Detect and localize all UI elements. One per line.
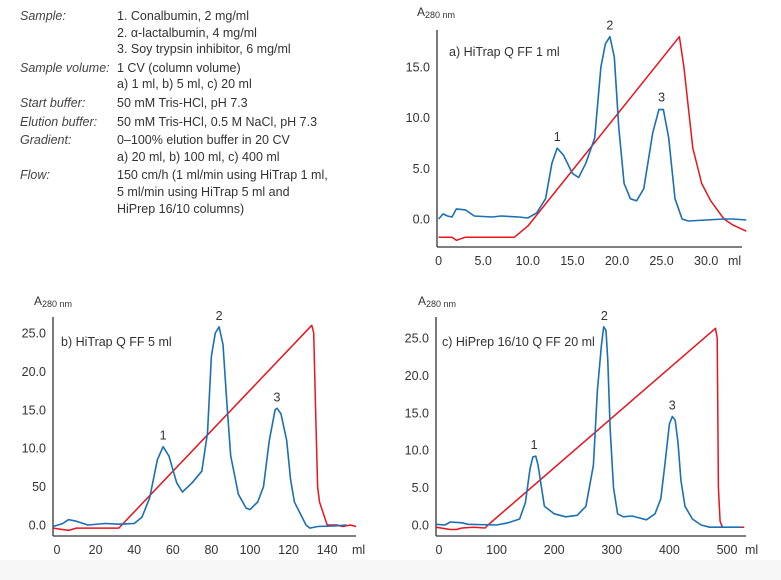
condition-row: Elution buffer: 50 mM Tris-HCl, 0.5 M NaC… <box>20 114 328 131</box>
condition-value: 0–100% elution buffer in 20 CV a) 20 ml,… <box>117 133 290 164</box>
peak-label: 2 <box>601 309 608 323</box>
x-tick-label: 60 <box>166 543 180 557</box>
condition-row: Gradient: 0–100% elution buffer in 20 CV … <box>20 132 328 165</box>
condition-value: 50 mM Tris-HCl, 0.5 M NaCl, pH 7.3 <box>117 114 318 129</box>
y-axis-label: A280 nm <box>417 5 455 20</box>
y-tick-label: 15.0 <box>22 403 46 417</box>
y-tick-label: 10.0 <box>405 444 429 458</box>
condition-label: Elution buffer: <box>20 114 98 129</box>
condition-label: Flow: <box>20 168 50 183</box>
y-axis-label-sub: 280 nm <box>426 299 456 309</box>
gradient-line <box>435 327 745 531</box>
y-tick-label: 25.0 <box>22 327 46 341</box>
x-unit-label: ml <box>728 254 741 268</box>
condition-value: 50 mM Tris-HCl, pH 7.3 <box>117 95 248 110</box>
condition-label: Sample: <box>20 9 66 23</box>
condition-row: Sample volume: 1 CV (column volume) a) 1 … <box>20 60 328 93</box>
x-tick-label: 30.0 <box>694 254 718 268</box>
y-axis-label-sub: 280 nm <box>42 299 72 309</box>
peak-label: 1 <box>554 130 561 144</box>
peak-label: 3 <box>669 399 676 413</box>
y-axis-label-main: A <box>34 294 42 308</box>
condition-row: Flow: 150 cm/h (1 ml/min using HiTrap 1 m… <box>20 167 328 217</box>
x-tick-label: 400 <box>659 543 680 557</box>
absorbance-trace <box>438 35 747 222</box>
y-tick-label: 15.0 <box>406 61 430 75</box>
y-tick-label: 25.0 <box>405 332 429 346</box>
x-tick-label: 100 <box>486 543 507 557</box>
peak-label: 3 <box>658 91 665 105</box>
condition-row: Start buffer: 50 mM Tris-HCl, pH 7.3 <box>20 95 328 112</box>
x-tick-label: 200 <box>544 543 565 557</box>
y-axis-label: A280 nm <box>418 294 456 309</box>
x-unit-label: ml <box>352 543 365 557</box>
chart-b: A280 nm b) HiTrap Q FF 5 ml 0.0 50 10.0 15.0 2… <box>22 294 366 557</box>
peak-label: 2 <box>606 19 613 33</box>
y-tick-label: 0.0 <box>29 519 46 533</box>
x-tick-label: 80 <box>204 543 218 557</box>
peak-label: 1 <box>531 438 538 452</box>
y-tick-label: 10.0 <box>22 442 46 456</box>
y-tick-label: 10.0 <box>406 111 430 125</box>
condition-value: 1 CV (column volume) a) 1 ml, b) 5 ml, c… <box>117 60 252 92</box>
x-tick-label: 20 <box>89 543 103 557</box>
x-tick-label: 500 <box>717 543 738 557</box>
y-axis-label-sub: 280 nm <box>425 10 455 20</box>
peak-label: 3 <box>274 390 281 404</box>
x-tick-label: 40 <box>127 543 141 557</box>
y-tick-label: 15.0 <box>405 406 429 420</box>
bottom-strip <box>0 560 781 580</box>
chart-a: A280 nma) HiTrap Q FF 1 ml0.05.010.015.0… <box>406 5 747 268</box>
gradient-line <box>52 324 357 532</box>
method-conditions: Sample: 1. Conalbumin, 2 mg/ml 2. α-lacta… <box>20 8 328 217</box>
y-tick-label: 5.0 <box>413 162 430 176</box>
y-tick-label: 50 <box>32 480 46 494</box>
condition-value: 150 cm/h (1 ml/min using HiTrap 1 ml, 5 … <box>117 168 328 216</box>
peak-label: 2 <box>216 309 223 323</box>
y-axis-label-main: A <box>417 5 425 19</box>
absorbance-trace <box>52 326 347 529</box>
condition-label: Sample volume: <box>20 60 110 75</box>
chart-c: A280 nm c) HiPrep 16/10 Q FF 20 ml 0.0 5.0 1… <box>405 294 759 557</box>
peak-label: 1 <box>160 429 167 443</box>
x-tick-label: 20.0 <box>605 254 629 268</box>
y-axis-label-main: A <box>418 294 426 308</box>
x-tick-label: 5.0 <box>475 254 492 268</box>
x-tick-label: 300 <box>601 543 622 557</box>
y-tick-label: 0.0 <box>413 213 430 227</box>
x-tick-label: 140 <box>317 543 338 557</box>
chart-title: c) HiPrep 16/10 Q FF 20 ml <box>442 335 595 349</box>
gradient-line <box>438 35 747 242</box>
x-tick-label: 100 <box>240 543 261 557</box>
absorbance-trace <box>436 326 742 528</box>
y-tick-label: 20.0 <box>405 369 429 383</box>
x-unit-label: ml <box>745 543 758 557</box>
y-tick-label: 5.0 <box>412 481 429 495</box>
y-tick-label: 0.0 <box>412 519 429 533</box>
chart-title: b) HiTrap Q FF 5 ml <box>61 335 172 349</box>
y-axis-label: A280 nm <box>34 294 72 309</box>
condition-label: Gradient: <box>20 133 72 148</box>
chart-title: a) HiTrap Q FF 1 ml <box>449 45 560 59</box>
y-tick-label: 20.0 <box>22 365 46 379</box>
x-tick-label: 0 <box>436 543 443 557</box>
x-tick-label: 120 <box>278 543 299 557</box>
condition-label: Start buffer: <box>20 95 86 110</box>
x-tick-label: 10.0 <box>516 254 540 268</box>
x-tick-label: 0 <box>54 543 61 557</box>
x-tick-label: 0 <box>435 254 442 268</box>
condition-value: 1. Conalbumin, 2 mg/ml 2. α-lactalbumin,… <box>117 9 291 57</box>
x-tick-label: 15.0 <box>560 254 584 268</box>
condition-row: Sample: 1. Conalbumin, 2 mg/ml 2. α-lacta… <box>20 8 328 58</box>
x-tick-label: 25.0 <box>649 254 673 268</box>
